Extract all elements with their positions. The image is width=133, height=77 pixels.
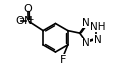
Text: O: O (24, 4, 32, 14)
Text: +: + (27, 15, 34, 23)
Text: N: N (24, 16, 32, 26)
Text: N: N (82, 18, 89, 28)
Text: N: N (93, 35, 101, 45)
Text: N: N (82, 38, 89, 48)
Text: −: − (18, 16, 24, 22)
Text: F: F (60, 55, 66, 65)
Text: NH: NH (90, 21, 106, 31)
Text: O: O (15, 16, 24, 26)
